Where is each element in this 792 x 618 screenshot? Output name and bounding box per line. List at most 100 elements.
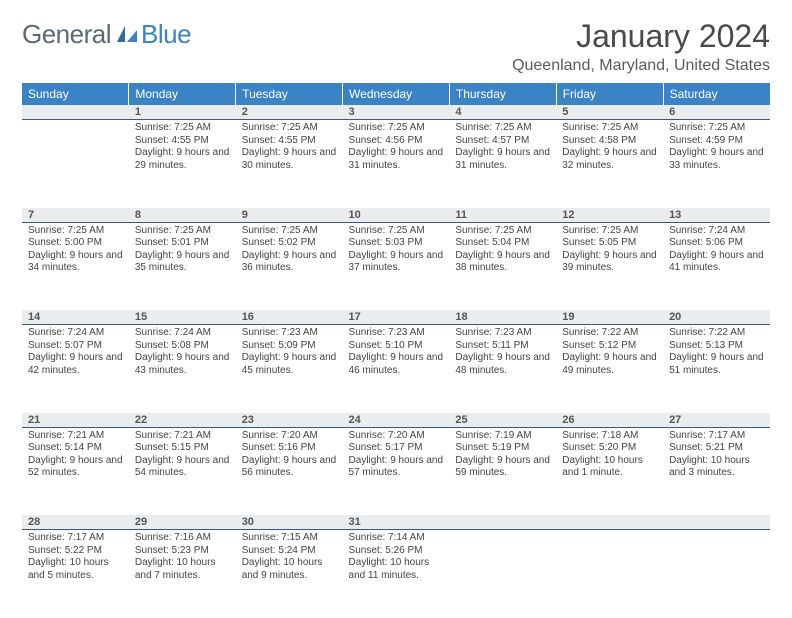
day-cell: Sunrise: 7:25 AMSunset: 5:05 PMDaylight:… <box>556 222 663 310</box>
sunset-line: Sunset: 5:14 PM <box>28 442 123 455</box>
daylight-line: Daylight: 9 hours and 56 minutes. <box>242 455 337 480</box>
sunset-line: Sunset: 4:57 PM <box>455 135 550 148</box>
day-cell: Sunrise: 7:25 AMSunset: 4:59 PMDaylight:… <box>663 120 770 208</box>
daylight-line: Daylight: 9 hours and 29 minutes. <box>135 147 230 172</box>
sunrise-line: Sunrise: 7:22 AM <box>669 327 764 340</box>
daylight-line: Daylight: 10 hours and 3 minutes. <box>669 455 764 480</box>
day-content-row: Sunrise: 7:17 AMSunset: 5:22 PMDaylight:… <box>22 530 770 618</box>
day-number: 21 <box>22 413 129 428</box>
sunrise-line: Sunrise: 7:18 AM <box>562 430 657 443</box>
day-cell: Sunrise: 7:25 AMSunset: 4:58 PMDaylight:… <box>556 120 663 208</box>
daylight-line: Daylight: 9 hours and 57 minutes. <box>349 455 444 480</box>
sunrise-line: Sunrise: 7:17 AM <box>669 430 764 443</box>
sunrise-line: Sunrise: 7:15 AM <box>242 532 337 545</box>
day-cell: Sunrise: 7:17 AMSunset: 5:22 PMDaylight:… <box>22 530 129 618</box>
sunset-line: Sunset: 4:55 PM <box>242 135 337 148</box>
weekday-header: Sunday <box>22 83 129 105</box>
day-number: 19 <box>556 310 663 325</box>
day-number: 23 <box>236 413 343 428</box>
sunrise-line: Sunrise: 7:25 AM <box>562 122 657 135</box>
daylight-line: Daylight: 10 hours and 7 minutes. <box>135 557 230 582</box>
sunrise-line: Sunrise: 7:16 AM <box>135 532 230 545</box>
sunset-line: Sunset: 5:16 PM <box>242 442 337 455</box>
sunrise-line: Sunrise: 7:21 AM <box>135 430 230 443</box>
sunrise-line: Sunrise: 7:17 AM <box>28 532 123 545</box>
daylight-line: Daylight: 9 hours and 31 minutes. <box>455 147 550 172</box>
sunset-line: Sunset: 5:19 PM <box>455 442 550 455</box>
day-number-row: 14151617181920 <box>22 310 770 325</box>
day-number: 26 <box>556 413 663 428</box>
sunrise-line: Sunrise: 7:25 AM <box>242 122 337 135</box>
daylight-line: Daylight: 9 hours and 33 minutes. <box>669 147 764 172</box>
daylight-line: Daylight: 9 hours and 36 minutes. <box>242 250 337 275</box>
daylight-line: Daylight: 9 hours and 31 minutes. <box>349 147 444 172</box>
sunrise-line: Sunrise: 7:25 AM <box>242 225 337 238</box>
sunrise-line: Sunrise: 7:20 AM <box>242 430 337 443</box>
weekday-header: Wednesday <box>343 83 450 105</box>
daylight-line: Daylight: 9 hours and 49 minutes. <box>562 352 657 377</box>
sunrise-line: Sunrise: 7:25 AM <box>135 225 230 238</box>
daylight-line: Daylight: 9 hours and 39 minutes. <box>562 250 657 275</box>
daylight-line: Daylight: 9 hours and 32 minutes. <box>562 147 657 172</box>
daylight-line: Daylight: 9 hours and 59 minutes. <box>455 455 550 480</box>
day-cell <box>22 120 129 208</box>
sunset-line: Sunset: 4:56 PM <box>349 135 444 148</box>
sunset-line: Sunset: 5:17 PM <box>349 442 444 455</box>
day-content-row: Sunrise: 7:25 AMSunset: 5:00 PMDaylight:… <box>22 222 770 310</box>
day-number: 8 <box>129 208 236 223</box>
sunrise-line: Sunrise: 7:25 AM <box>562 225 657 238</box>
sunrise-line: Sunrise: 7:25 AM <box>455 225 550 238</box>
daylight-line: Daylight: 9 hours and 48 minutes. <box>455 352 550 377</box>
day-cell: Sunrise: 7:16 AMSunset: 5:23 PMDaylight:… <box>129 530 236 618</box>
day-number: 2 <box>236 105 343 120</box>
day-cell: Sunrise: 7:18 AMSunset: 5:20 PMDaylight:… <box>556 427 663 515</box>
day-number: 13 <box>663 208 770 223</box>
day-number <box>22 105 129 120</box>
day-cell: Sunrise: 7:25 AMSunset: 5:00 PMDaylight:… <box>22 222 129 310</box>
weekday-header-row: Sunday Monday Tuesday Wednesday Thursday… <box>22 83 770 105</box>
day-cell: Sunrise: 7:22 AMSunset: 5:13 PMDaylight:… <box>663 325 770 413</box>
sunset-line: Sunset: 5:02 PM <box>242 237 337 250</box>
sunrise-line: Sunrise: 7:25 AM <box>349 225 444 238</box>
day-cell: Sunrise: 7:24 AMSunset: 5:08 PMDaylight:… <box>129 325 236 413</box>
day-number: 31 <box>343 515 450 530</box>
sunrise-line: Sunrise: 7:25 AM <box>669 122 764 135</box>
daylight-line: Daylight: 10 hours and 11 minutes. <box>349 557 444 582</box>
daylight-line: Daylight: 9 hours and 52 minutes. <box>28 455 123 480</box>
daylight-line: Daylight: 9 hours and 30 minutes. <box>242 147 337 172</box>
weekday-header: Tuesday <box>236 83 343 105</box>
day-number: 20 <box>663 310 770 325</box>
daylight-line: Daylight: 10 hours and 5 minutes. <box>28 557 123 582</box>
day-cell: Sunrise: 7:25 AMSunset: 4:56 PMDaylight:… <box>343 120 450 208</box>
day-cell: Sunrise: 7:24 AMSunset: 5:07 PMDaylight:… <box>22 325 129 413</box>
day-number: 27 <box>663 413 770 428</box>
day-number: 29 <box>129 515 236 530</box>
sunrise-line: Sunrise: 7:14 AM <box>349 532 444 545</box>
day-cell: Sunrise: 7:22 AMSunset: 5:12 PMDaylight:… <box>556 325 663 413</box>
sunset-line: Sunset: 5:00 PM <box>28 237 123 250</box>
weekday-header: Thursday <box>449 83 556 105</box>
daylight-line: Daylight: 10 hours and 9 minutes. <box>242 557 337 582</box>
day-number: 1 <box>129 105 236 120</box>
daylight-line: Daylight: 10 hours and 1 minute. <box>562 455 657 480</box>
sunrise-line: Sunrise: 7:24 AM <box>28 327 123 340</box>
title-block: January 2024 Queenland, Maryland, United… <box>512 18 770 75</box>
weekday-header: Saturday <box>663 83 770 105</box>
sunset-line: Sunset: 5:01 PM <box>135 237 230 250</box>
day-content-row: Sunrise: 7:24 AMSunset: 5:07 PMDaylight:… <box>22 325 770 413</box>
sunrise-line: Sunrise: 7:25 AM <box>349 122 444 135</box>
sunrise-line: Sunrise: 7:25 AM <box>28 225 123 238</box>
day-cell: Sunrise: 7:23 AMSunset: 5:11 PMDaylight:… <box>449 325 556 413</box>
sunset-line: Sunset: 4:58 PM <box>562 135 657 148</box>
day-number <box>556 515 663 530</box>
day-cell: Sunrise: 7:25 AMSunset: 4:57 PMDaylight:… <box>449 120 556 208</box>
sunrise-line: Sunrise: 7:22 AM <box>562 327 657 340</box>
day-cell: Sunrise: 7:15 AMSunset: 5:24 PMDaylight:… <box>236 530 343 618</box>
sunrise-line: Sunrise: 7:25 AM <box>135 122 230 135</box>
sunrise-line: Sunrise: 7:24 AM <box>669 225 764 238</box>
day-cell <box>449 530 556 618</box>
sunset-line: Sunset: 4:55 PM <box>135 135 230 148</box>
day-number: 17 <box>343 310 450 325</box>
day-number: 9 <box>236 208 343 223</box>
day-cell: Sunrise: 7:25 AMSunset: 5:04 PMDaylight:… <box>449 222 556 310</box>
